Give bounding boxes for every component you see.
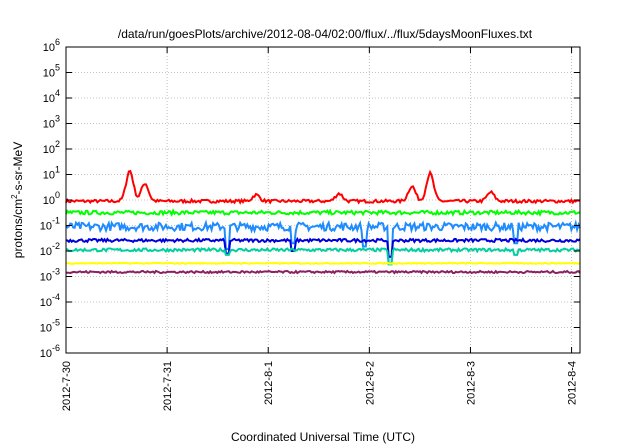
- y-tick-label: 101: [43, 165, 60, 182]
- x-tick-label: 2012-7-31: [162, 361, 174, 411]
- y-tick-label: 10-6: [40, 343, 60, 360]
- series-line-4: [65, 246, 581, 266]
- y-tick-label: 10-5: [40, 318, 60, 335]
- y-axis-ticks: 10-6 10-5 10-4 10-3 10-2 10-1 100 101 102 103 104 1…: [40, 37, 580, 360]
- y-tick-label: 10-1: [40, 216, 60, 233]
- y-tick-label: 103: [43, 114, 60, 131]
- x-tick-label: 2012-8-2: [364, 361, 376, 405]
- y-tick-label: 102: [43, 139, 60, 156]
- y-tick-label: 10-4: [40, 292, 60, 309]
- series-line-2: [65, 219, 581, 266]
- x-tick-label: 2012-7-30: [61, 361, 73, 411]
- y-tick-label: 10-3: [40, 267, 60, 284]
- y-tick-label: 100: [43, 190, 60, 207]
- series-line-3: [65, 236, 581, 258]
- y-tick-label: 10-2: [40, 241, 60, 258]
- data-series: [65, 169, 581, 275]
- y-axis-title: protons/cm2-s-sr-MeV: [10, 142, 25, 258]
- y-axis-title-main: protons/cm: [11, 199, 25, 258]
- x-tick-label: 2012-8-4: [567, 361, 579, 405]
- y-tick-label: 105: [43, 63, 60, 80]
- series-line-0: [65, 169, 581, 205]
- series-line-1: [65, 208, 581, 218]
- x-tick-label: 2012-8-1: [263, 361, 275, 405]
- series-line-5: [66, 261, 581, 265]
- x-axis-title: Coordinated Universal Time (UTC): [231, 430, 415, 444]
- chart-title: /data/run/goesPlots/archive/2012-08-04/0…: [118, 27, 533, 41]
- x-axis-ticks: 2012-7-30 2012-7-31 2012-8-1 2012-8-2 2012-8…: [61, 47, 579, 411]
- x-tick-label: 2012-8-3: [465, 361, 477, 405]
- y-tick-label: 106: [43, 37, 60, 54]
- y-tick-label: 104: [43, 88, 60, 105]
- y-axis-title-rest: -s-sr-MeV: [11, 142, 25, 195]
- y-axis-title-sup: 2: [10, 194, 19, 199]
- series-line-6: [65, 269, 581, 275]
